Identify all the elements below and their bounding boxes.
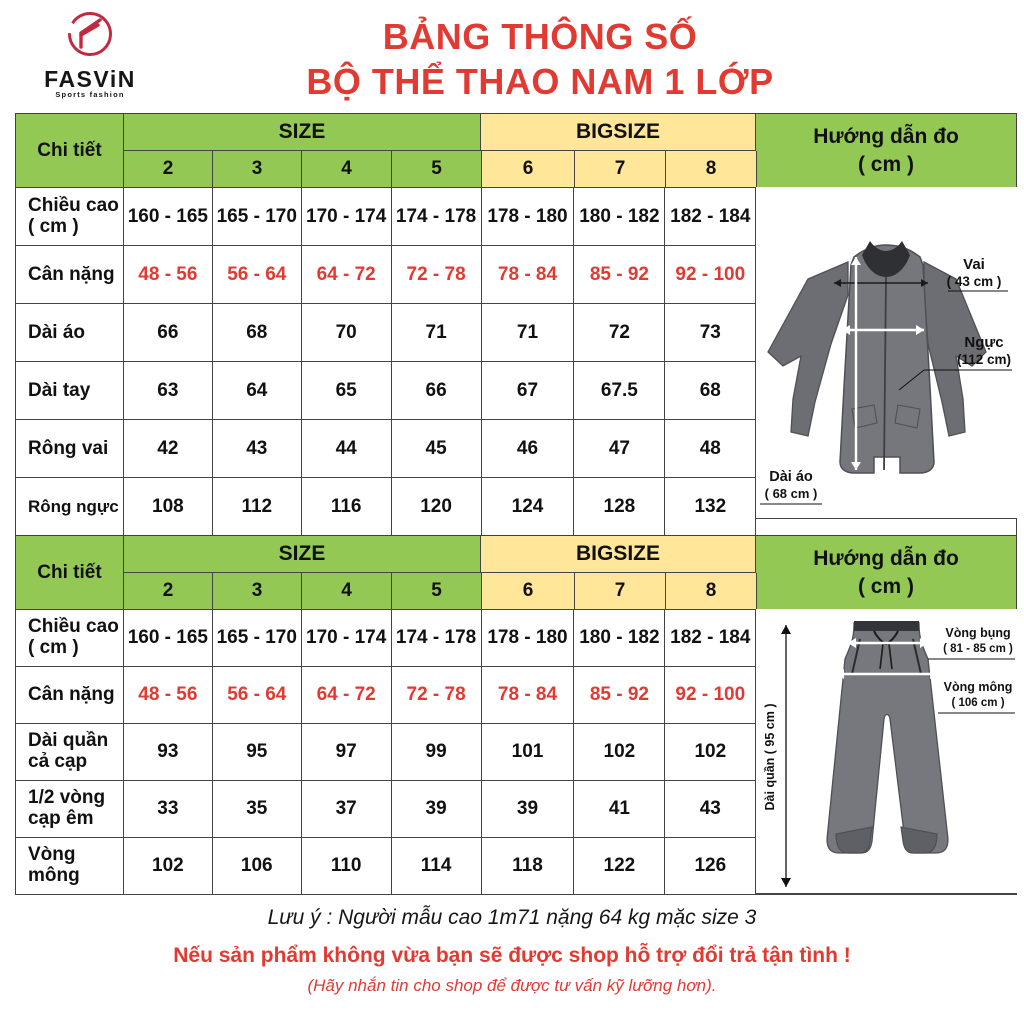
svg-text:Dài áo: Dài áo [769,469,813,485]
svg-text:(112 cm): (112 cm) [957,352,1011,367]
svg-text:( 106 cm ): ( 106 cm ) [951,697,1004,709]
svg-text:( 81 - 85 cm ): ( 81 - 85 cm ) [943,643,1013,655]
svg-text:Vòng bụng: Vòng bụng [945,626,1010,640]
svg-text:Vai: Vai [963,256,985,273]
svg-text:( 68 cm ): ( 68 cm ) [765,486,818,501]
svg-text:Dài quần ( 95 cm ): Dài quần ( 95 cm ) [763,704,777,811]
svg-text:Vòng mông: Vòng mông [944,680,1013,694]
svg-text:Ngực: Ngực [964,334,1003,351]
svg-text:( 43 cm ): ( 43 cm ) [947,274,1002,289]
